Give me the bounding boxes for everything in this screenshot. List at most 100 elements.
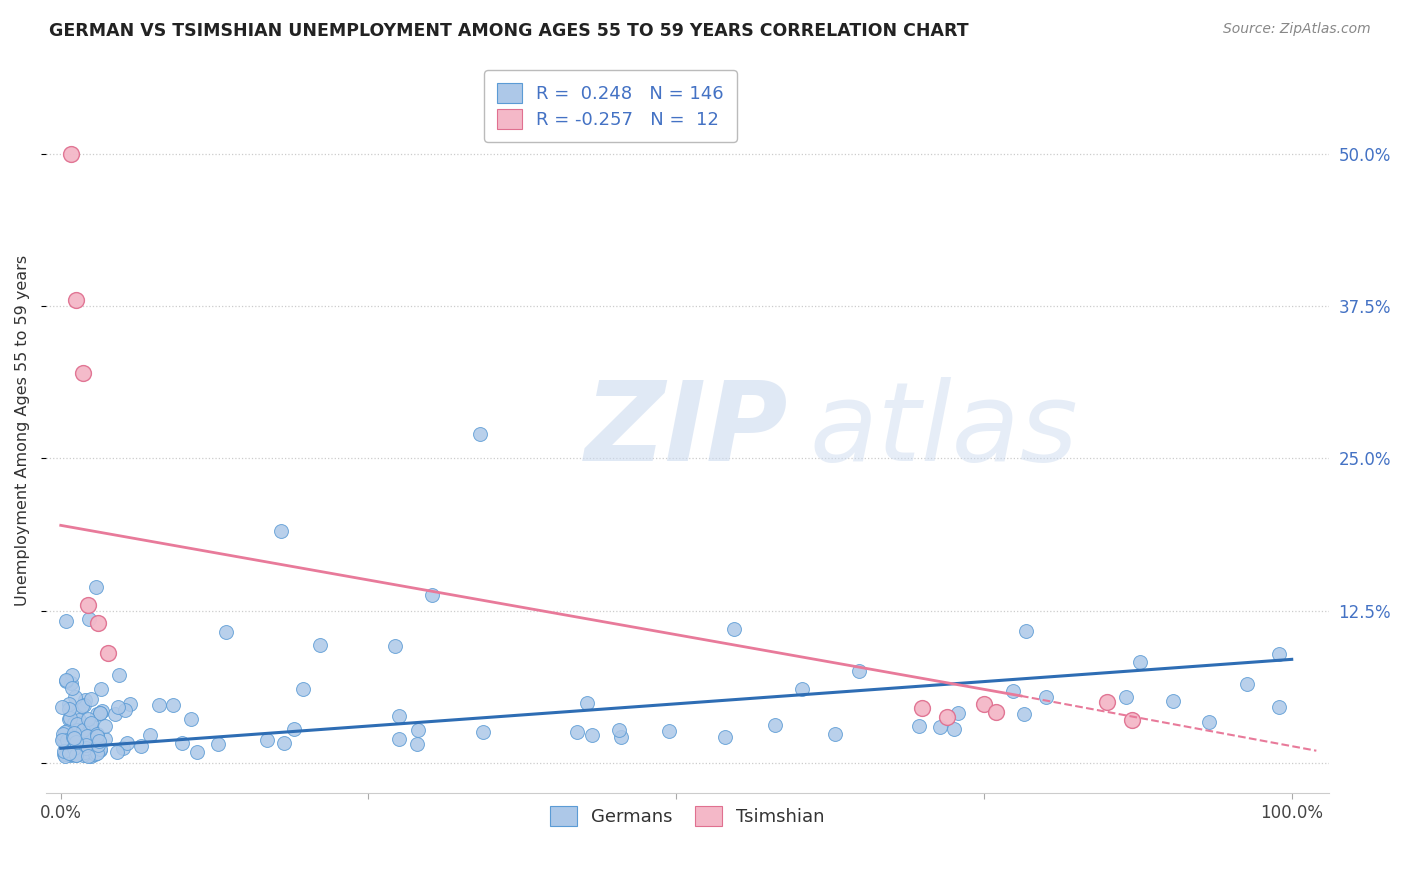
- Point: [60, 681, 83, 695]
- Point: [472, 724, 495, 739]
- Point: [65, 731, 87, 746]
- Point: [107, 700, 129, 714]
- Text: atlas: atlas: [810, 377, 1078, 484]
- Point: [148, 698, 170, 712]
- Point: [80, 748, 103, 763]
- Point: [111, 740, 134, 755]
- Point: [928, 720, 950, 734]
- Point: [89, 742, 111, 756]
- Point: [792, 681, 814, 696]
- Point: [86, 707, 108, 722]
- Point: [66, 717, 89, 731]
- Point: [58, 702, 80, 716]
- Point: [70, 732, 93, 747]
- Point: [62, 725, 84, 739]
- Point: [87, 738, 110, 752]
- Point: [609, 723, 631, 738]
- Point: [75, 738, 97, 752]
- Point: [215, 624, 238, 639]
- Point: [66, 724, 89, 739]
- Point: [60, 747, 83, 762]
- Point: [270, 524, 292, 539]
- Point: [86, 729, 108, 743]
- Text: ZIP: ZIP: [585, 377, 789, 484]
- Point: [66, 703, 89, 717]
- Point: [67, 745, 90, 759]
- Point: [973, 698, 995, 712]
- Point: [77, 611, 100, 625]
- Point: [65, 747, 87, 762]
- Point: [256, 732, 278, 747]
- Point: [70, 734, 93, 748]
- Point: [1002, 683, 1025, 698]
- Point: [91, 705, 114, 719]
- Point: [76, 598, 98, 612]
- Point: [90, 681, 112, 696]
- Point: [52, 747, 75, 761]
- Point: [658, 724, 681, 739]
- Point: [62, 747, 84, 761]
- Point: [55, 673, 77, 688]
- Point: [911, 701, 934, 715]
- Point: [55, 673, 77, 688]
- Point: [406, 723, 429, 738]
- Point: [66, 742, 89, 756]
- Point: [77, 730, 100, 744]
- Point: [1198, 714, 1220, 729]
- Point: [52, 727, 75, 741]
- Point: [73, 698, 96, 712]
- Point: [104, 706, 127, 721]
- Point: [942, 722, 965, 736]
- Point: [60, 746, 83, 760]
- Point: [89, 734, 111, 748]
- Point: [73, 745, 96, 759]
- Point: [610, 730, 633, 744]
- Point: [63, 726, 86, 740]
- Point: [986, 705, 1008, 719]
- Point: [406, 737, 429, 751]
- Point: [70, 698, 93, 713]
- Point: [72, 748, 94, 763]
- Point: [84, 580, 107, 594]
- Point: [824, 726, 846, 740]
- Point: [55, 614, 77, 628]
- Point: [1236, 677, 1258, 691]
- Point: [65, 746, 87, 760]
- Point: [86, 727, 108, 741]
- Point: [309, 638, 332, 652]
- Point: [51, 699, 73, 714]
- Point: [62, 667, 84, 681]
- Point: [53, 748, 76, 763]
- Point: [207, 737, 229, 751]
- Point: [283, 722, 305, 736]
- Point: [60, 747, 83, 762]
- Point: [172, 736, 194, 750]
- Point: [96, 646, 118, 660]
- Point: [62, 731, 84, 745]
- Point: [59, 711, 82, 725]
- Point: [89, 706, 111, 721]
- Point: [946, 706, 969, 720]
- Point: [75, 693, 97, 707]
- Point: [576, 696, 599, 710]
- Point: [848, 664, 870, 678]
- Point: [58, 747, 80, 761]
- Point: [73, 723, 96, 737]
- Point: [67, 713, 90, 727]
- Point: [470, 427, 492, 442]
- Point: [76, 729, 98, 743]
- Point: [56, 733, 79, 747]
- Point: [83, 746, 105, 760]
- Point: [72, 366, 94, 380]
- Point: [51, 733, 73, 747]
- Point: [53, 725, 76, 739]
- Point: [107, 745, 129, 759]
- Point: [273, 736, 295, 750]
- Point: [58, 697, 80, 711]
- Point: [63, 741, 86, 756]
- Point: [567, 725, 589, 739]
- Point: [60, 676, 83, 690]
- Point: [52, 743, 75, 757]
- Point: [80, 745, 103, 759]
- Point: [72, 723, 94, 738]
